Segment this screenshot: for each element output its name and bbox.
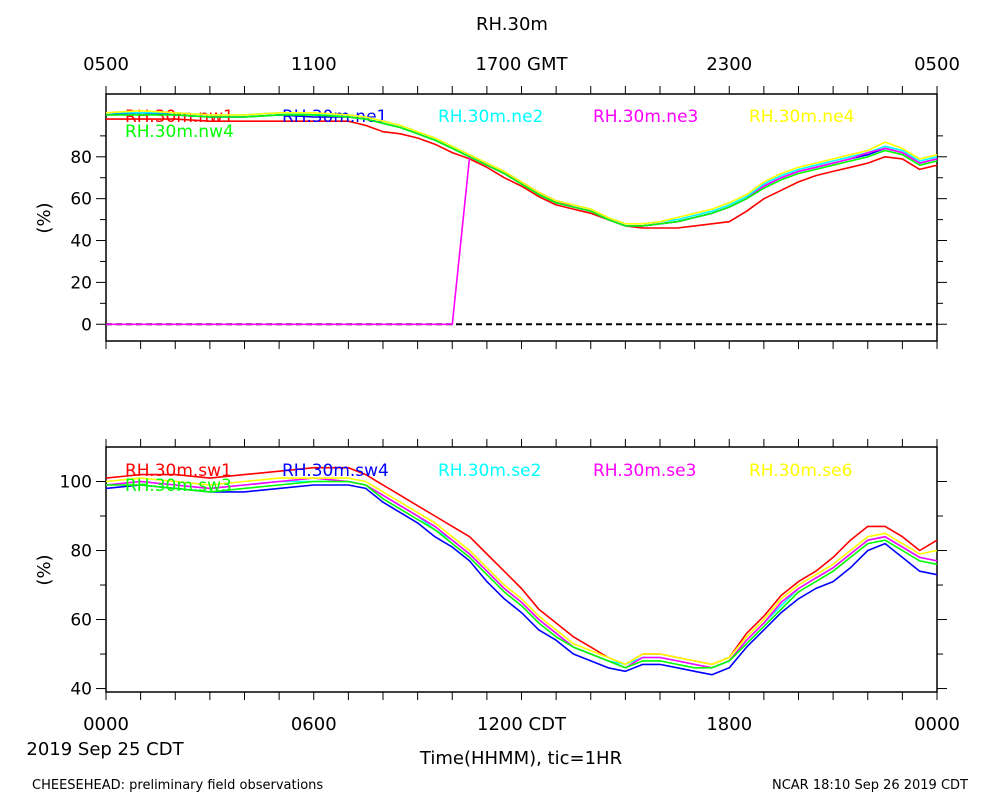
bottom-x-tick-label: 1800: [706, 714, 752, 735]
y-axis-label: (%): [34, 202, 55, 233]
series-line-RH.30m.se6: [105, 477, 938, 666]
x-axis-label: Time(HHMM), tic=1HR: [419, 748, 622, 769]
y-tick-label: 100: [60, 473, 92, 493]
bottom-x-tick-label: 0600: [291, 714, 337, 735]
legend-entry: RH.30m.se2: [438, 461, 541, 481]
y-tick-label: 80: [70, 148, 92, 168]
legend-entry: RH.30m.sw3: [125, 476, 232, 496]
series-line-RH.30m.nw4: [106, 114, 938, 227]
y-tick-label: 80: [70, 542, 92, 562]
series-line-RH.30m.sw1: [105, 466, 938, 666]
legend-entry: RH.30m.sw1: [125, 461, 232, 481]
series-line-RH.30m.se2: [105, 480, 938, 669]
top-x-tick-label: 1700 GMT: [475, 54, 568, 75]
series-line-RH.30m.sw3: [106, 480, 938, 669]
series-line-RH.30m.ne4: [105, 109, 938, 225]
legend-entry: RH.30m.se3: [593, 461, 696, 481]
y-tick-label: 60: [70, 611, 92, 631]
y-tick-label: 40: [70, 680, 92, 700]
top-x-tick-label: 0500: [83, 54, 129, 75]
bottom-x-tick-label: 0000: [914, 714, 960, 735]
top-x-tick-label: 2300: [706, 54, 752, 75]
legend-entry: RH.30m.ne4: [749, 107, 854, 127]
series-line-RH.30m.ne3: [106, 147, 938, 326]
series-line-RH.30m.sw4: [105, 484, 938, 676]
chart-title: RH.30m: [476, 14, 548, 35]
top-x-tick-label: 1100: [291, 54, 337, 75]
legend-entry: RH.30m.ne3: [593, 107, 698, 127]
legend-entry: RH.30m.sw4: [282, 461, 389, 481]
top-x-tick-label: 0500: [914, 54, 960, 75]
y-tick-label: 60: [70, 190, 92, 210]
bottom-panel: 40 60 80 100 (%) RH.30m.sw1 RH.30m.sw4 RH.30m.s…: [34, 439, 947, 700]
legend-entry: RH.30m.se6: [749, 461, 852, 481]
legend-entry: RH.30m.ne1: [282, 107, 387, 127]
y-tick-label: 0: [81, 315, 92, 335]
footer-left: CHEESEHEAD: preliminary field observatio…: [32, 778, 323, 793]
legend-entry: RH.30m.nw4: [125, 122, 234, 142]
footer-right: NCAR 18:10 Sep 26 2019 CDT: [772, 778, 968, 793]
series-line-RH.30m.nw1: [106, 118, 938, 229]
y-tick-label: 20: [70, 273, 92, 293]
bottom-x-tick-label: 0000: [83, 714, 129, 735]
y-axis-label: (%): [34, 554, 55, 585]
date-label: 2019 Sep 25 CDT: [26, 739, 184, 760]
legend-entry: RH.30m.ne2: [438, 107, 543, 127]
bottom-x-tick-label: 1200 CDT: [477, 714, 567, 735]
y-tick-label: 40: [70, 232, 92, 252]
